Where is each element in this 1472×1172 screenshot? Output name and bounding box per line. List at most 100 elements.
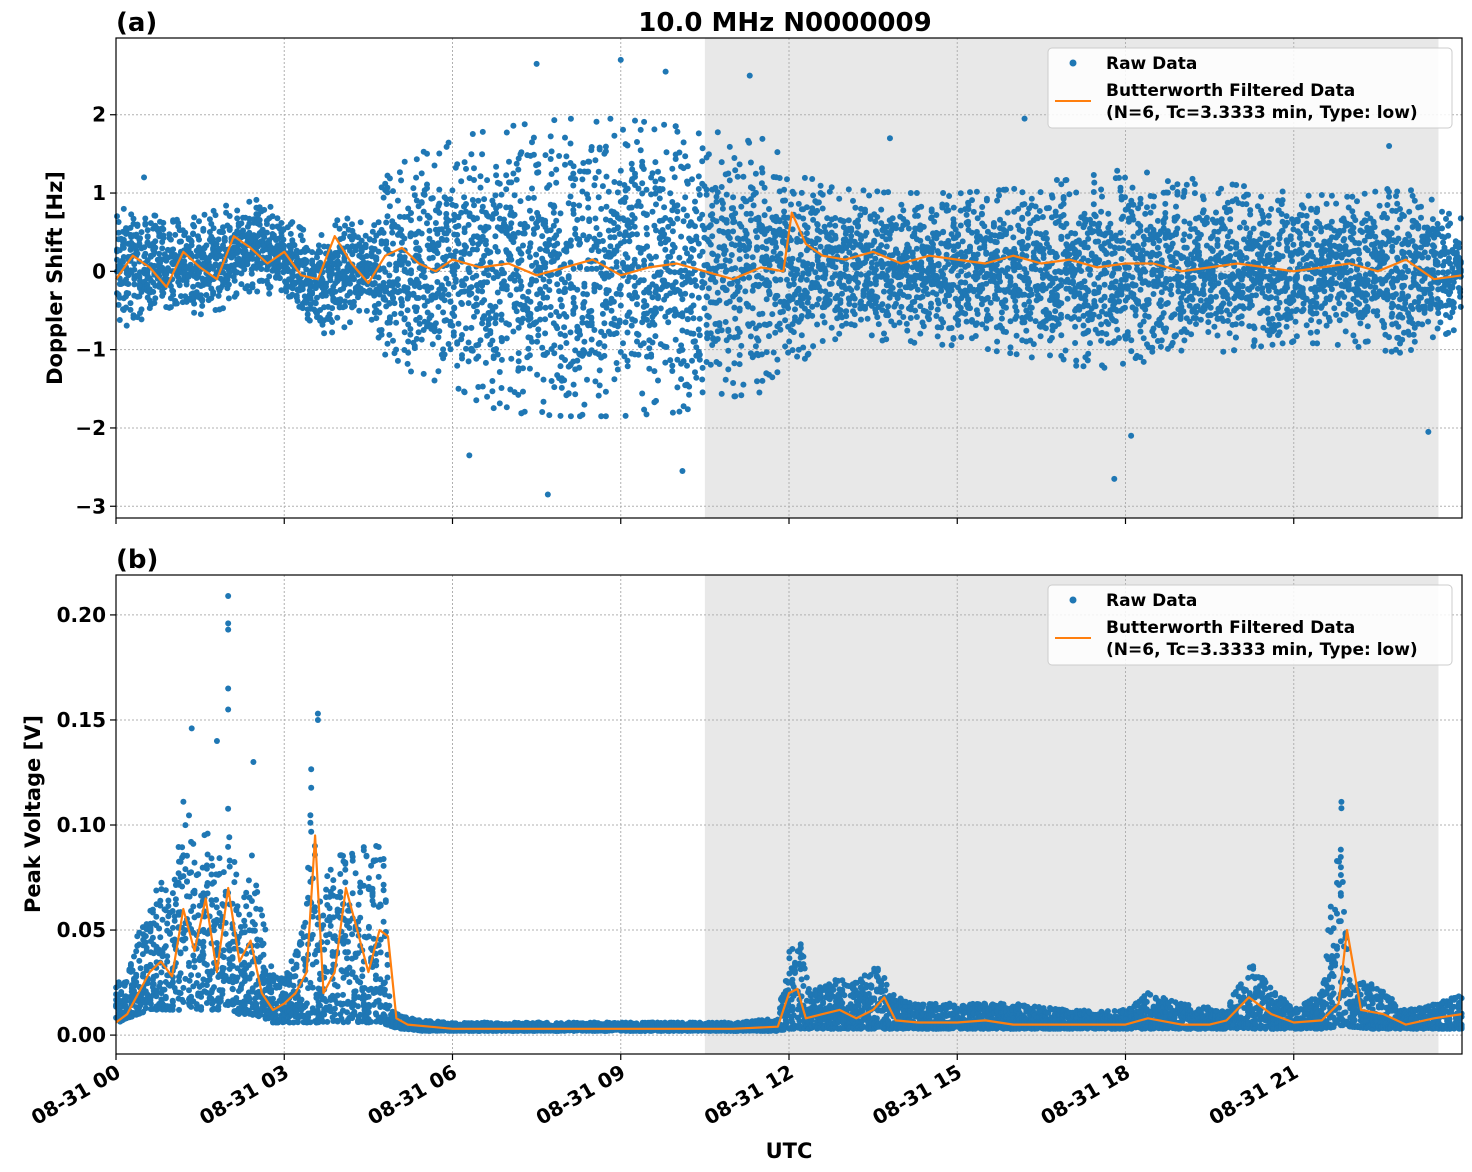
raw-data-point — [416, 314, 423, 321]
raw-data-point — [1058, 300, 1065, 307]
raw-data-point — [780, 308, 786, 315]
raw-data-point — [819, 338, 826, 344]
raw-data-point — [463, 201, 469, 207]
raw-data-point — [798, 313, 805, 319]
raw-data-point — [695, 326, 702, 333]
raw-data-point — [557, 344, 564, 351]
raw-data-point — [945, 261, 952, 268]
raw-data-point — [534, 338, 541, 345]
raw-data-point — [210, 291, 217, 297]
raw-data-point — [950, 220, 957, 227]
raw-data-point — [431, 377, 438, 384]
raw-data-point — [684, 316, 691, 322]
raw-data-point — [797, 251, 804, 258]
raw-data-point — [605, 227, 612, 234]
raw-data-point — [1019, 189, 1026, 196]
raw-data-point — [579, 215, 586, 222]
raw-data-point — [656, 195, 663, 202]
raw-data-point — [231, 277, 238, 284]
raw-data-point — [226, 213, 233, 219]
raw-data-point — [475, 197, 482, 204]
raw-data-point — [772, 329, 779, 336]
raw-data-point — [1154, 217, 1161, 224]
raw-data-point — [628, 204, 635, 211]
raw-data-point — [637, 126, 644, 133]
raw-data-point — [898, 201, 905, 208]
raw-data-point — [134, 221, 141, 228]
raw-data-point — [1013, 332, 1020, 339]
raw-data-point — [822, 268, 829, 274]
raw-data-point — [1112, 318, 1119, 325]
raw-data-point — [332, 288, 339, 295]
raw-data-point — [1098, 321, 1105, 328]
raw-data-point — [917, 237, 924, 244]
raw-data-point — [1080, 322, 1087, 329]
raw-data-point — [200, 227, 207, 234]
raw-data-point — [1084, 357, 1091, 364]
raw-data-point — [551, 350, 558, 357]
raw-data-point — [1150, 240, 1157, 247]
raw-data-point — [832, 222, 839, 229]
raw-data-point — [506, 158, 512, 165]
raw-data-point — [819, 313, 826, 320]
raw-data-point — [684, 212, 690, 219]
raw-data-point — [572, 176, 579, 183]
raw-data-point — [471, 313, 477, 320]
raw-data-point — [329, 266, 336, 273]
raw-data-point — [269, 213, 276, 220]
raw-data-point — [248, 270, 255, 277]
raw-data-point — [601, 343, 608, 350]
raw-data-point — [674, 128, 681, 135]
raw-data-point — [452, 248, 459, 255]
raw-data-point — [1007, 350, 1014, 357]
raw-data-point — [1023, 270, 1030, 277]
raw-data-point — [579, 176, 586, 183]
raw-data-point — [447, 346, 454, 353]
raw-data-point — [665, 319, 672, 326]
raw-data-point — [493, 172, 500, 179]
raw-data-point — [755, 214, 762, 221]
raw-data-point — [1173, 203, 1179, 210]
raw-data-point — [963, 211, 970, 218]
raw-data-point — [349, 221, 355, 228]
raw-data-point — [484, 393, 491, 400]
raw-data-point — [970, 208, 977, 215]
raw-data-point — [676, 408, 683, 415]
raw-data-point — [473, 272, 480, 279]
raw-data-point — [885, 311, 892, 318]
raw-data-point — [350, 302, 357, 309]
raw-data-point — [309, 249, 316, 256]
raw-data-point — [826, 291, 833, 298]
raw-data-point — [375, 300, 382, 307]
raw-data-point — [520, 365, 526, 372]
raw-data-point — [707, 361, 714, 368]
raw-data-point — [973, 188, 980, 195]
raw-data-point — [1173, 231, 1179, 238]
raw-data-point — [747, 333, 754, 340]
raw-data-point — [878, 206, 885, 213]
raw-data-point — [561, 377, 568, 384]
raw-data-point — [603, 203, 610, 210]
raw-data-point — [494, 248, 501, 255]
raw-data-point — [469, 347, 476, 354]
raw-data-point — [454, 231, 461, 238]
raw-data-point — [1116, 298, 1122, 305]
raw-data-point — [790, 281, 797, 288]
raw-data-point — [1125, 264, 1132, 271]
raw-data-point — [920, 223, 927, 230]
raw-data-point — [998, 315, 1005, 322]
raw-data-point — [356, 307, 363, 314]
raw-data-point — [626, 238, 633, 245]
raw-data-point — [266, 290, 273, 297]
raw-data-point — [468, 151, 475, 158]
raw-data-point — [510, 328, 517, 335]
raw-data-point — [931, 218, 938, 225]
raw-data-point — [730, 194, 737, 201]
raw-data-point — [299, 237, 306, 244]
raw-data-point — [725, 366, 732, 373]
raw-data-point — [530, 151, 537, 158]
raw-data-point — [848, 287, 855, 294]
raw-data-point — [151, 300, 158, 306]
raw-data-point — [151, 262, 158, 269]
raw-data-point — [435, 368, 442, 375]
